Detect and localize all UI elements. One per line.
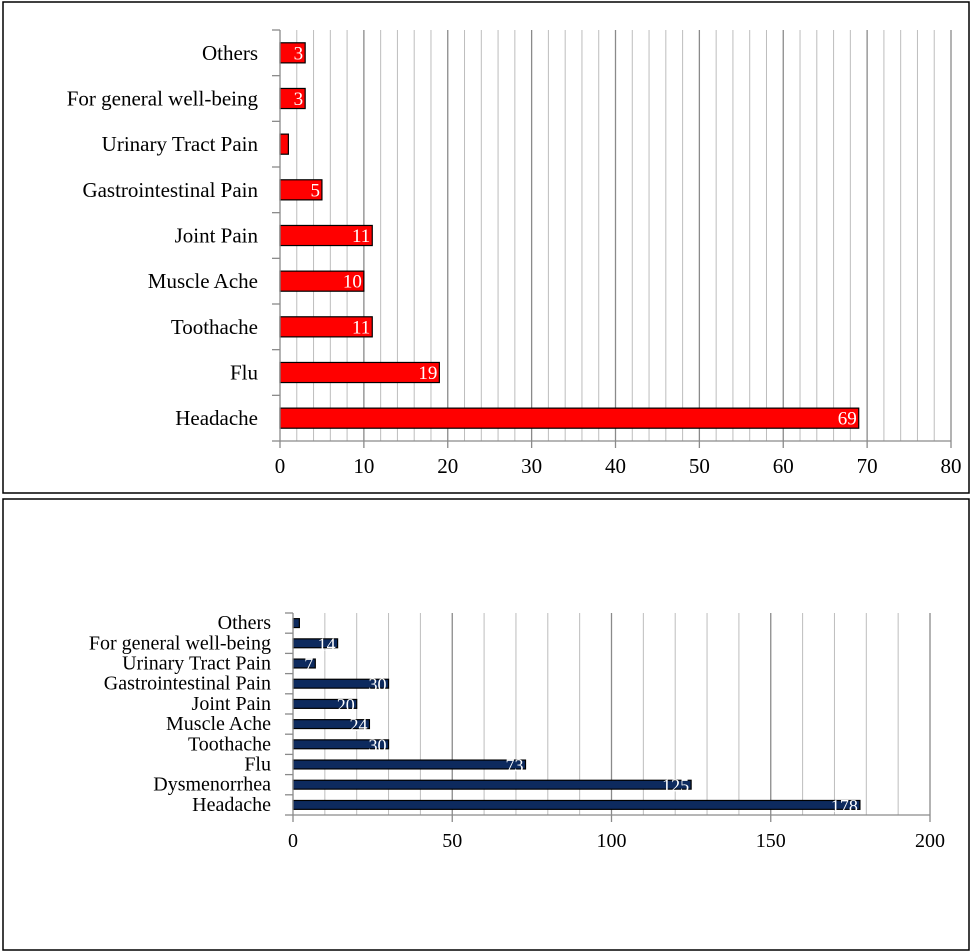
chart-1-svg: Headache 69 Flu 19 Toothache 11 Muscle Ache 10 J… [2,1,970,494]
chart-1-category-label: Headache [175,406,258,430]
chart-2-data-label: 30 [369,735,387,755]
chart-1-data-label: 5 [310,180,320,201]
chart-1-x-tick-label: 30 [521,454,542,478]
chart-2-category-label: Muscle Ache [166,713,271,735]
chart-2-data-label: 30 [369,675,387,695]
chart-2-data-label: 7 [304,655,313,675]
chart-2-x-tick-label: 100 [597,830,627,852]
chart-2-bar [292,618,300,629]
chart-2-category-label: Flu [244,754,271,776]
chart-1-x-tick-label: 70 [857,454,878,478]
chart-2-bar [292,759,527,770]
chart-1-bar [279,361,440,384]
chart-1-data-label: 3 [294,43,304,64]
chart-2-data-label: 24 [349,715,367,735]
chart-2-svg: Headache 178 Dysmenorrhea 125 Flu 73 Toothache… [2,498,970,951]
chart-2-category-label: Urinary Tract Pain [122,653,271,675]
chart-2-x-tick-label: 200 [915,830,945,852]
chart-panel-1: Headache 69 Flu 19 Toothache 11 Muscle Ache 10 J… [2,1,970,494]
chart-1-data-label: 10 [343,272,362,293]
chart-2-x-tick-label: 50 [442,830,462,852]
chart-2-data-label: 73 [506,756,524,776]
chart-2-bar [292,799,861,810]
chart-1-x-tick-label: 20 [437,454,458,478]
chart-1-x-tick-label: 10 [353,454,374,478]
chart-2-category-label: For general well-being [89,632,271,654]
chart-1-data-label: 11 [352,226,370,247]
chart-2-border [2,498,970,951]
chart-1-bar [279,133,289,155]
chart-2-x-tick-label: 150 [756,830,786,852]
chart-1-data-label: 3 [294,89,304,110]
chart-1-x-tick-label: 60 [773,454,794,478]
chart-2-category-label: Dysmenorrhea [153,774,271,796]
chart-2-data-label: 125 [662,776,689,796]
chart-1-x-tick-label: 0 [275,454,286,478]
chart-2-category-label: Joint Pain [192,693,271,715]
chart-1-category-label: Muscle Ache [148,269,258,293]
chart-2-bar [292,779,692,790]
chart-1-category-label: Others [202,41,258,65]
chart-2-x-tick-label: 0 [288,830,298,852]
chart-2-category-label: Headache [192,794,271,816]
chart-1-x-tick-label: 80 [941,454,962,478]
chart-1-data-label: 11 [352,317,370,338]
chart-1-bar [279,407,860,429]
chart-1-x-tick-label: 40 [605,454,626,478]
chart-2-category-label: Toothache [188,733,271,755]
chart-1-category-label: Toothache [171,315,258,339]
chart-1-category-label: For general well-being [67,87,259,111]
chart-2-data-label: 20 [337,695,355,715]
chart-1-data-label: 69 [838,409,857,430]
chart-1-border [2,1,970,494]
chart-1-x-tick-label: 50 [689,454,710,478]
chart-1-category-label: Gastrointestinal Pain [82,178,258,202]
chart-1-category-label: Flu [230,361,259,385]
chart-2-category-label: Others [218,612,272,634]
chart-1-category-label: Joint Pain [175,224,259,248]
chart-panel-2: Headache 178 Dysmenorrhea 125 Flu 73 Toothache… [0,497,970,952]
chart-1-data-label: 19 [418,363,437,384]
chart-2-category-label: Gastrointestinal Pain [104,673,271,695]
chart-2-data-label: 178 [831,796,858,816]
chart-2-data-label: 14 [318,634,336,654]
chart-1-category-label: Urinary Tract Pain [102,132,259,156]
